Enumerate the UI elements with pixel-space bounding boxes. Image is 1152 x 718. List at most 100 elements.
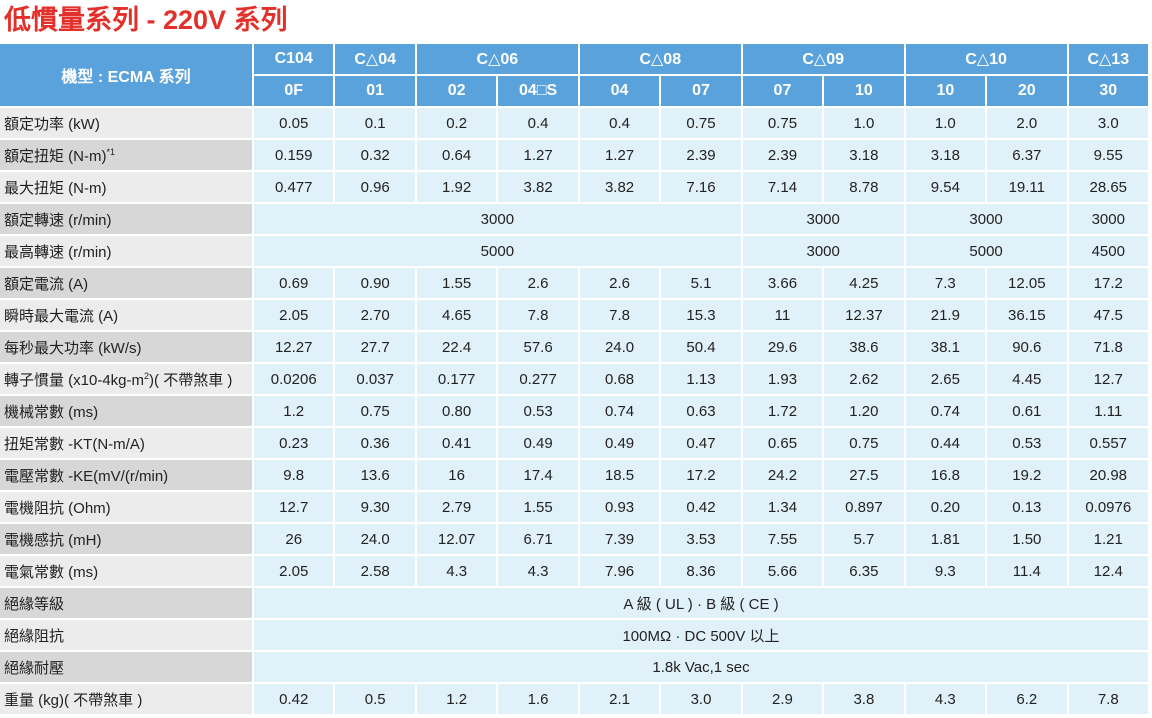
label-sup: *1 xyxy=(106,146,115,157)
label-text: 機械常數 (ms) xyxy=(4,403,99,421)
value-cell: 7.8 xyxy=(579,300,660,330)
value-cell: 27.7 xyxy=(335,332,415,362)
value-cell: 1.55 xyxy=(416,268,497,298)
row-label: 額定轉速 (r/min) xyxy=(0,204,252,234)
value-cell: 7.14 xyxy=(742,172,823,202)
row-label: 最大扭矩 (N-m) xyxy=(0,172,252,202)
value-cell: 4.3 xyxy=(905,684,986,714)
value-cell: 19.2 xyxy=(987,460,1067,490)
value-cell: 12.7 xyxy=(1068,364,1148,394)
value-cell: 0.44 xyxy=(905,428,986,458)
value-cell: 0.75 xyxy=(742,108,823,138)
group-header: C△10 xyxy=(905,44,1067,74)
data-row: 電機感抗 (mH) 26 24.0 12.07 6.71 7.39 3.53 7.55 5.7 1… xyxy=(0,524,1148,554)
value-cell: 3.66 xyxy=(742,268,823,298)
value-cell: 0.177 xyxy=(416,364,497,394)
value-cell: 12.05 xyxy=(987,268,1067,298)
label-text: 重量 (kg)( 不帶煞車 ) xyxy=(4,691,143,709)
value-cell: 100MΩ · DC 500V 以上 xyxy=(254,620,1148,650)
row-label: 每秒最大功率 (kW/s) xyxy=(0,332,252,362)
value-cell: A 級 ( UL ) · B 級 ( CE ) xyxy=(254,588,1148,618)
value-cell: 0.36 xyxy=(335,428,415,458)
value-cell: 3000 xyxy=(742,236,904,266)
row-label: 絕緣等級 xyxy=(0,588,252,618)
value-cell: 12.7 xyxy=(254,492,334,522)
value-cell: 0.0206 xyxy=(254,364,334,394)
data-row: 重量 (kg)( 不帶煞車 ) 0.42 0.5 1.2 1.6 2.1 3.0 2.9 3.8… xyxy=(0,684,1148,714)
value-cell: 12.4 xyxy=(1068,556,1148,586)
value-cell: 24.0 xyxy=(579,332,660,362)
value-cell: 90.6 xyxy=(987,332,1067,362)
value-cell: 7.55 xyxy=(742,524,823,554)
value-cell: 7.3 xyxy=(905,268,986,298)
value-cell: 3.18 xyxy=(905,140,986,170)
value-cell: 0.63 xyxy=(661,396,741,426)
value-cell: 3.0 xyxy=(1068,108,1148,138)
label-text: 最大扭矩 (N-m) xyxy=(4,179,107,197)
sub-header: 20 xyxy=(987,76,1067,106)
value-cell: 1.92 xyxy=(416,172,497,202)
value-cell: 0.65 xyxy=(742,428,823,458)
value-cell: 15.3 xyxy=(661,300,741,330)
data-row: 電機阻抗 (Ohm) 12.7 9.30 2.79 1.55 0.93 0.42 1.34 0.… xyxy=(0,492,1148,522)
value-cell: 47.5 xyxy=(1068,300,1148,330)
value-cell: 0.74 xyxy=(579,396,660,426)
value-cell: 27.5 xyxy=(824,460,904,490)
value-cell: 0.20 xyxy=(905,492,986,522)
value-cell: 1.21 xyxy=(1068,524,1148,554)
value-cell: 6.71 xyxy=(498,524,578,554)
title: 低慣量系列 - 220V 系列 xyxy=(4,5,288,35)
value-cell: 0.68 xyxy=(579,364,660,394)
label-text: 每秒最大功率 (kW/s) xyxy=(4,339,142,357)
value-cell: 7.8 xyxy=(1068,684,1148,714)
value-cell: 3.82 xyxy=(579,172,660,202)
value-cell: 16.8 xyxy=(905,460,986,490)
value-cell: 0.0976 xyxy=(1068,492,1148,522)
value-cell: 1.27 xyxy=(579,140,660,170)
value-cell: 24.2 xyxy=(742,460,823,490)
value-cell: 0.13 xyxy=(987,492,1067,522)
value-cell: 0.4 xyxy=(498,108,578,138)
value-cell: 1.8k Vac,1 sec xyxy=(254,652,1148,682)
value-cell: 2.9 xyxy=(742,684,823,714)
value-cell: 4.25 xyxy=(824,268,904,298)
value-cell: 5.1 xyxy=(661,268,741,298)
value-cell: 0.47 xyxy=(661,428,741,458)
sub-header: 01 xyxy=(335,76,415,106)
row-label: 電機阻抗 (Ohm) xyxy=(0,492,252,522)
value-cell: 3000 xyxy=(1068,204,1148,234)
value-cell: 0.49 xyxy=(579,428,660,458)
header-row: 0F 01 02 04□S 04 07 07 10 10 20 30 xyxy=(0,76,1148,106)
row-label: 扭矩常數 -KT(N-m/A) xyxy=(0,428,252,458)
row-label: 額定扭矩 (N-m)*1 xyxy=(0,140,252,170)
sub-header: 30 xyxy=(1068,76,1148,106)
value-cell: 3000 xyxy=(254,204,741,234)
label-text: 電壓常數 -KE(mV/(r/min) xyxy=(4,467,169,485)
value-cell: 7.39 xyxy=(579,524,660,554)
value-cell: 5.66 xyxy=(742,556,823,586)
label-text: 電氣常數 (ms) xyxy=(4,563,99,581)
row-label: 轉子慣量 (x10-4kg-m2)( 不帶煞車 ) xyxy=(0,364,252,394)
value-cell: 12.27 xyxy=(254,332,334,362)
value-cell: 0.53 xyxy=(987,428,1067,458)
label-text: 額定電流 (A) xyxy=(4,275,89,293)
value-cell: 12.37 xyxy=(824,300,904,330)
data-row: 每秒最大功率 (kW/s) 12.27 27.7 22.4 57.6 24.0 50.4 29… xyxy=(0,332,1148,362)
value-cell: 7.8 xyxy=(498,300,578,330)
data-row: 額定扭矩 (N-m)*1 0.159 0.32 0.64 1.27 1.27 2.39 2.3… xyxy=(0,140,1148,170)
value-cell: 36.15 xyxy=(987,300,1067,330)
data-row: 最高轉速 (r/min) 5000 3000 5000 4500 xyxy=(0,236,1148,266)
value-cell: 3000 xyxy=(742,204,904,234)
data-row: 瞬時最大電流 (A) 2.05 2.70 4.65 7.8 7.8 15.3 11 12.37 2… xyxy=(0,300,1148,330)
row-label: 最高轉速 (r/min) xyxy=(0,236,252,266)
value-cell: 2.1 xyxy=(579,684,660,714)
value-cell: 5.7 xyxy=(824,524,904,554)
value-cell: 0.74 xyxy=(905,396,986,426)
value-cell: 0.41 xyxy=(416,428,497,458)
value-cell: 57.6 xyxy=(498,332,578,362)
value-cell: 0.23 xyxy=(254,428,334,458)
data-row: 絕緣等級 A 級 ( UL ) · B 級 ( CE ) xyxy=(0,588,1148,618)
value-cell: 26 xyxy=(254,524,334,554)
value-cell: 38.1 xyxy=(905,332,986,362)
